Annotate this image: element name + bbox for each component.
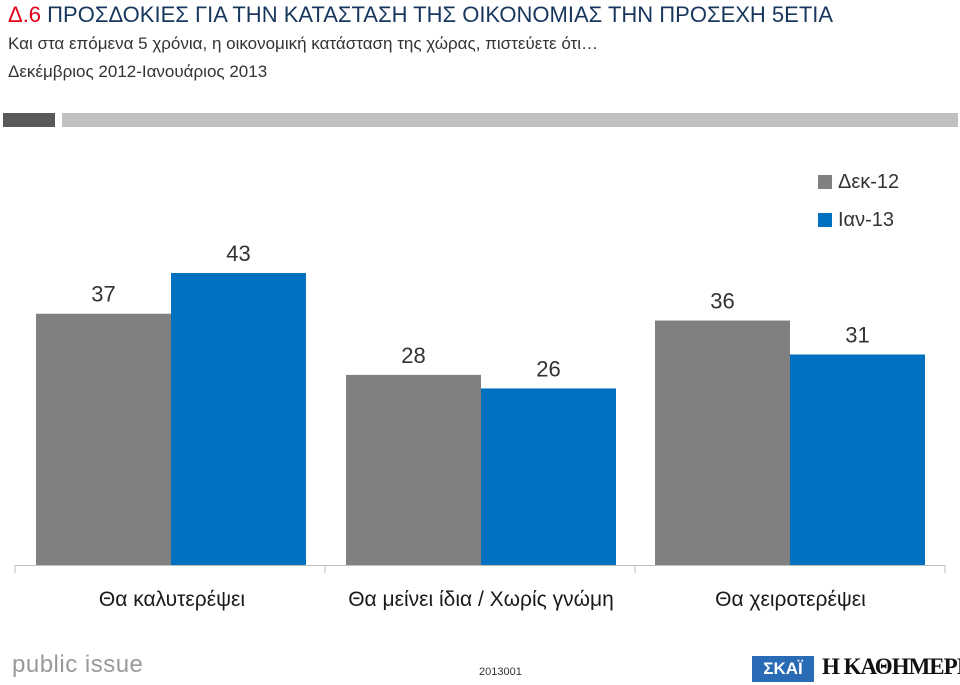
bar-series-1-cat-3: [655, 320, 790, 565]
footer-code: 2013001: [479, 666, 522, 678]
bar-series-2-cat-3: [790, 354, 925, 565]
bar-series-2-cat-2: [481, 388, 616, 565]
bar-series-1-cat-1: [36, 313, 171, 565]
data-label-series-2-cat-1: 43: [226, 241, 250, 266]
legend-label-series-1: Δεκ-12: [838, 170, 900, 193]
chart-subtitle: Και στα επόμενα 5 χρόνια, η οικονομική κ…: [8, 34, 599, 53]
header-divider-dark: [3, 113, 55, 127]
chart-title-text: ΠΡΟΣΔΟΚΙΕΣ ΓΙΑ ΤΗΝ ΚΑΤΑΣΤΑΣΗ ΤΗΣ ΟΙΚΟΝΟΜ…: [47, 2, 834, 27]
kathimerini-logo: Η ΚΑΘΗΜΕΡΙΝΗ: [822, 654, 960, 679]
data-label-series-1-cat-2: 28: [401, 343, 425, 368]
chart-code: Δ.6: [8, 2, 42, 27]
legend-item-series-1: Δεκ-12: [818, 163, 899, 201]
data-label-series-2-cat-2: 26: [536, 356, 560, 381]
legend-swatch-series-2: [818, 213, 832, 227]
header-divider-light: [62, 113, 958, 127]
legend-swatch-series-1: [818, 175, 832, 189]
category-label-2: Θα μείνει ίδια / Χωρίς γνώμη: [348, 588, 614, 611]
data-label-series-2-cat-3: 31: [845, 322, 869, 347]
category-label-3: Θα χειροτερέψει: [715, 588, 866, 611]
legend-item-series-2: Ιαν-13: [818, 201, 899, 239]
legend-label-series-2: Ιαν-13: [838, 208, 895, 231]
chart-period: Δεκέμβριος 2012-Ιανουάριος 2013: [8, 62, 268, 81]
bar-chart: 37 43 28 26 36 31: [14, 241, 946, 573]
category-label-1: Θα καλυτερέψει: [98, 588, 246, 611]
data-label-series-1-cat-1: 37: [91, 282, 115, 307]
data-label-series-1-cat-3: 36: [710, 289, 734, 314]
public-issue-logo: public issue: [12, 651, 144, 678]
bar-series-1-cat-2: [346, 374, 481, 565]
chart-legend: Δεκ-12 Ιαν-13: [818, 163, 899, 239]
bar-series-2-cat-1: [171, 273, 306, 565]
skai-logo: ΣΚΑΪ: [752, 656, 814, 682]
chart-title: Δ.6 ΠΡΟΣΔΟΚΙΕΣ ΓΙΑ ΤΗΝ ΚΑΤΑΣΤΑΣΗ ΤΗΣ ΟΙΚ…: [8, 2, 833, 28]
